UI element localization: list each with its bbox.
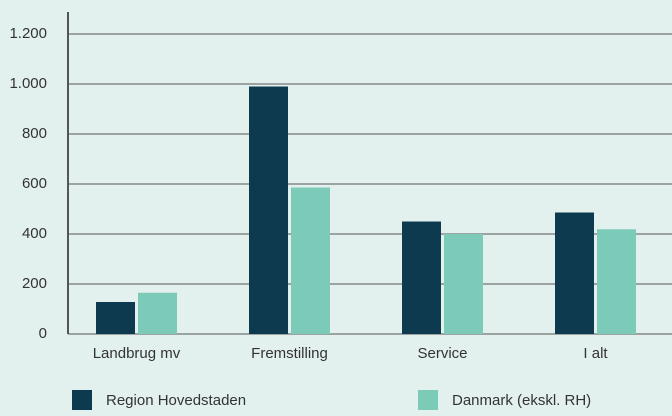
legend-swatch <box>72 390 92 410</box>
bar <box>249 86 288 334</box>
bar <box>402 221 441 334</box>
legend-swatch <box>418 390 438 410</box>
x-tick-label: Landbrug mv <box>93 345 181 362</box>
legend-label: Region Hovedstaden <box>106 392 246 409</box>
y-tick-label: 400 <box>22 225 47 242</box>
x-tick-label: I alt <box>583 345 608 362</box>
y-tick-label: 1.200 <box>9 25 47 42</box>
y-tick-label: 200 <box>22 275 47 292</box>
bar <box>555 212 594 334</box>
y-tick-label: 0 <box>39 325 47 342</box>
x-tick-label: Service <box>417 345 467 362</box>
bar <box>444 234 483 334</box>
y-tick-label: 1.000 <box>9 75 47 92</box>
x-tick-label: Fremstilling <box>251 345 328 362</box>
bar <box>96 302 135 334</box>
bar <box>138 292 177 334</box>
legend-label: Danmark (ekskl. RH) <box>452 392 591 409</box>
bar <box>597 229 636 334</box>
y-tick-label: 800 <box>22 125 47 142</box>
bar <box>291 187 330 334</box>
y-tick-label: 600 <box>22 175 47 192</box>
